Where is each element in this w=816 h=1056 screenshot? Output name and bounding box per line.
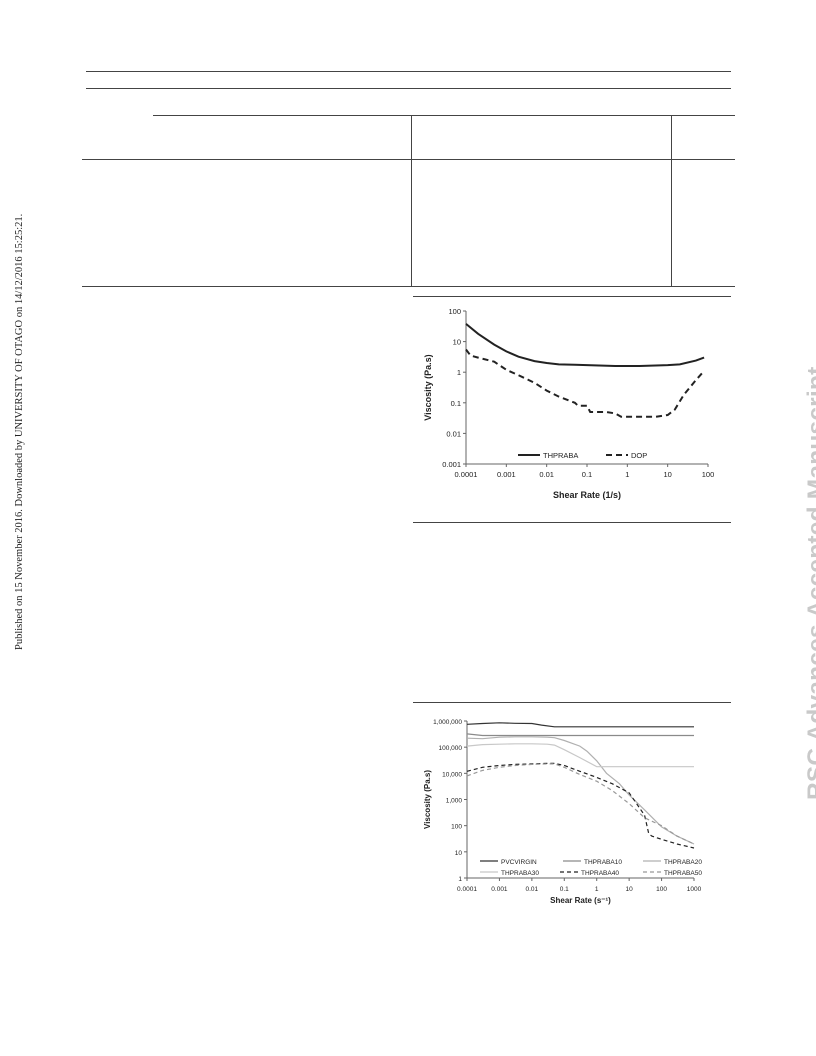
legend-label: THPRABA xyxy=(543,451,578,460)
series-line-thpraba40 xyxy=(466,762,695,849)
x-axis-label: Shear Rate (1/s) xyxy=(553,490,621,500)
table-top-rule xyxy=(86,71,731,72)
y-tick-label: 100 xyxy=(448,307,461,316)
x-tick-label: 10 xyxy=(663,470,671,479)
x-tick-label: 0.01 xyxy=(539,470,554,479)
x-tick-label: 10 xyxy=(626,886,634,893)
y-tick-label: 0.1 xyxy=(451,399,461,408)
x-tick-label: 0.01 xyxy=(526,886,539,893)
x-tick-label: 1 xyxy=(595,886,599,893)
y-tick-label: 1,000 xyxy=(446,798,463,805)
table-body-rule xyxy=(82,159,735,160)
legend-label: THPRABA20 xyxy=(664,859,702,866)
table-subheader-rule xyxy=(153,115,735,116)
figure-caption-rule xyxy=(413,522,731,523)
y-tick-label: 1,000,000 xyxy=(433,719,462,726)
x-tick-label: 100 xyxy=(656,886,667,893)
x-tick-label: 0.0001 xyxy=(455,470,478,479)
legend-label: THPRABA10 xyxy=(584,859,622,866)
x-tick-label: 0.001 xyxy=(491,886,508,893)
x-tick-label: 1 xyxy=(625,470,629,479)
legend-label: THPRABA30 xyxy=(501,870,539,877)
table-column-divider xyxy=(411,115,412,286)
figure-top-rule xyxy=(413,702,731,703)
x-axis-label: Shear Rate (s⁻¹) xyxy=(550,896,611,905)
series-line-thpraba xyxy=(465,323,705,367)
x-tick-label: 0.001 xyxy=(497,470,516,479)
y-tick-label: 0.01 xyxy=(446,429,461,438)
legend-label: THPRABA40 xyxy=(581,870,619,877)
series-line-pvcvirgin xyxy=(466,722,694,728)
x-tick-label: 0.0001 xyxy=(457,886,477,893)
y-tick-label: 100 xyxy=(451,824,462,831)
series-line-thpraba10 xyxy=(466,733,694,737)
y-tick-label: 10,000 xyxy=(442,771,462,778)
table-column-divider xyxy=(671,115,672,286)
x-tick-label: 0.1 xyxy=(582,470,592,479)
x-tick-label: 100 xyxy=(702,470,715,479)
x-tick-label: 0.1 xyxy=(560,886,569,893)
publication-note: Published on 15 November 2016. Downloade… xyxy=(14,213,25,650)
series-line-thpraba20 xyxy=(466,736,695,845)
figure-top-rule xyxy=(413,296,731,297)
y-tick-label: 1 xyxy=(458,876,462,883)
series-line-dop xyxy=(465,348,705,418)
legend-label: THPRABA50 xyxy=(664,870,702,877)
table-header-rule xyxy=(86,88,731,89)
y-tick-label: 1 xyxy=(457,368,461,377)
y-tick-label: 10 xyxy=(453,338,461,347)
x-tick-label: 1000 xyxy=(687,886,702,893)
y-axis-label: Viscosity (Pa.s) xyxy=(423,354,433,420)
viscosity-chart-2: 1 10 100 1,000 10,000 100,000 1,000,000 0.0001 0… xyxy=(423,719,702,905)
series-line-thpraba50 xyxy=(466,763,695,845)
table-bottom-rule xyxy=(82,286,735,287)
y-axis-label: Viscosity (Pa.s) xyxy=(423,770,432,829)
series-line-thpraba30 xyxy=(466,743,694,768)
legend-label: PVCVIRGIN xyxy=(501,859,537,866)
watermark: RSC Advances Accepted Manuscript xyxy=(803,366,816,800)
legend-label: DOP xyxy=(631,451,647,460)
y-tick-label: 0.001 xyxy=(442,460,461,469)
y-tick-label: 100,000 xyxy=(439,745,463,752)
y-tick-label: 10 xyxy=(455,850,463,857)
